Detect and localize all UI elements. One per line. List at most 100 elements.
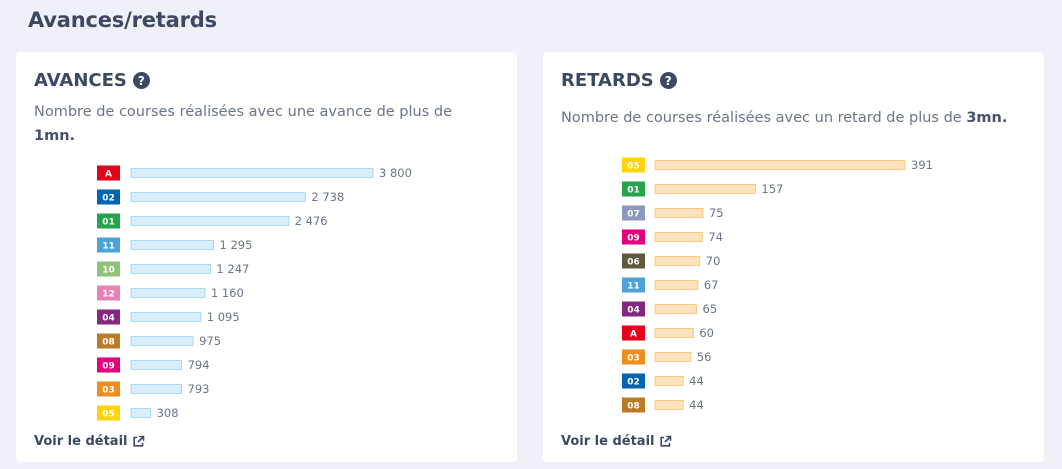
avances-line-badge (97, 357, 120, 373)
avances-row-09: 09 794 (97, 357, 210, 373)
retards-line-badge (622, 373, 645, 389)
avances-row-10: 10 1 247 (97, 261, 249, 277)
retards-row-09: 09 74 (622, 229, 723, 245)
retards-line-badge (622, 157, 645, 173)
avances-bar (130, 264, 211, 274)
avances-bar (130, 360, 183, 370)
retards-line-label: 03 (627, 354, 640, 364)
avances-value-label: 1 295 (219, 238, 252, 252)
avances-line-label: 03 (102, 386, 115, 396)
avances-line-label: 10 (102, 266, 115, 276)
avances-line-badge (97, 189, 120, 205)
retards-line-badge (622, 349, 645, 365)
avances-bar-chart: A 3 800 02 2 738 01 2 476 11 1 295 10 1 247 12 1 16… (97, 165, 412, 421)
avances-bar (130, 288, 206, 298)
avances-value-label: 308 (157, 406, 179, 420)
avances-row-08: 08 975 (97, 333, 221, 349)
retards-card: RETARDS ? Nombre de courses réalisées av… (543, 52, 1044, 462)
avances-description: Nombre de courses réalisées avec une ava… (34, 100, 474, 148)
retards-detail-label: Voir le détail (561, 434, 655, 449)
avances-value-label: 794 (188, 358, 210, 372)
retards-row-01: 01 157 (622, 181, 783, 197)
avances-bar (130, 168, 374, 178)
avances-desc-threshold: 1mn. (34, 128, 76, 144)
retards-row-07: 07 75 (622, 205, 724, 221)
retards-line-label: 07 (627, 210, 640, 220)
avances-card: AVANCES ? Nombre de courses réalisées av… (16, 52, 517, 462)
retards-row-A: A 60 (622, 325, 714, 341)
retards-value-label: 75 (709, 206, 724, 220)
retards-line-label: A (630, 330, 637, 340)
help-icon[interactable]: ? (132, 72, 150, 89)
retards-title-text: RETARDS (561, 70, 654, 91)
avances-row-A: A 3 800 (97, 165, 412, 181)
retards-description: Nombre de courses réalisées avec un reta… (561, 106, 1031, 130)
avances-desc-text: Nombre de courses réalisées avec une ava… (34, 104, 453, 120)
avances-title: AVANCES ? (34, 70, 150, 91)
retards-bar (654, 280, 699, 290)
retards-row-06: 06 70 (622, 253, 721, 269)
avances-line-badge (97, 285, 120, 301)
avances-bar (130, 384, 183, 394)
retards-line-badge (622, 253, 645, 269)
avances-value-label: 2 738 (311, 190, 344, 204)
retards-line-label: 08 (627, 402, 640, 412)
help-icon[interactable]: ? (659, 72, 677, 89)
retards-row-08: 08 44 (622, 397, 704, 413)
retards-bar (654, 376, 684, 386)
avances-bar (130, 216, 290, 226)
retards-value-label: 65 (703, 302, 718, 316)
avances-line-badge (97, 261, 120, 277)
avances-value-label: 1 247 (216, 262, 249, 276)
retards-line-label: 04 (627, 306, 640, 316)
retards-value-label: 67 (704, 278, 719, 292)
retards-line-label: 05 (627, 162, 640, 172)
retards-line-label: 01 (627, 186, 640, 196)
avances-line-label: 12 (102, 290, 115, 300)
retards-row-04: 04 65 (622, 301, 718, 317)
retards-line-badge (622, 205, 645, 221)
retards-value-label: 56 (697, 350, 712, 364)
retards-desc-threshold: 3mn. (966, 110, 1008, 126)
avances-value-label: 793 (188, 382, 210, 396)
retards-value-label: 44 (689, 398, 704, 412)
retards-bar (654, 256, 701, 266)
avances-line-label: 09 (102, 362, 115, 372)
retards-detail-link[interactable]: Voir le détail (561, 434, 672, 449)
avances-row-12: 12 1 160 (97, 285, 244, 301)
avances-value-label: 1 160 (211, 286, 244, 300)
retards-bar (654, 208, 704, 218)
avances-line-label: A (105, 170, 112, 180)
avances-detail-link[interactable]: Voir le détail (34, 434, 145, 449)
avances-row-02: 02 2 738 (97, 189, 344, 205)
retards-line-badge (622, 277, 645, 293)
retards-row-02: 02 44 (622, 373, 704, 389)
avances-line-badge (97, 381, 120, 397)
external-link-icon (659, 435, 671, 447)
retards-bar (654, 304, 698, 314)
retards-line-badge (622, 229, 645, 245)
retards-bar (654, 232, 703, 242)
retards-bar (654, 160, 906, 170)
avances-row-04: 04 1 095 (97, 309, 240, 325)
retards-line-label: 11 (627, 282, 640, 292)
retards-desc-text: Nombre de courses réalisées avec un reta… (561, 110, 967, 126)
retards-line-label: 09 (627, 234, 640, 244)
retards-value-label: 44 (689, 374, 704, 388)
retards-line-badge (622, 301, 645, 317)
avances-row-01: 01 2 476 (97, 213, 328, 229)
avances-bar (130, 240, 214, 250)
avances-line-label: 02 (102, 194, 115, 204)
avances-bar (130, 408, 152, 418)
section-title: Avances/retards (28, 8, 217, 32)
avances-detail-label: Voir le détail (34, 434, 128, 449)
retards-line-badge (622, 325, 645, 341)
retards-value-label: 70 (706, 254, 721, 268)
avances-value-label: 1 095 (207, 310, 240, 324)
avances-line-badge (97, 405, 120, 421)
avances-bar (130, 192, 306, 202)
avances-row-03: 03 793 (97, 381, 210, 397)
avances-line-label: 08 (102, 338, 115, 348)
avances-line-label: 11 (102, 242, 115, 252)
retards-value-label: 157 (761, 182, 783, 196)
